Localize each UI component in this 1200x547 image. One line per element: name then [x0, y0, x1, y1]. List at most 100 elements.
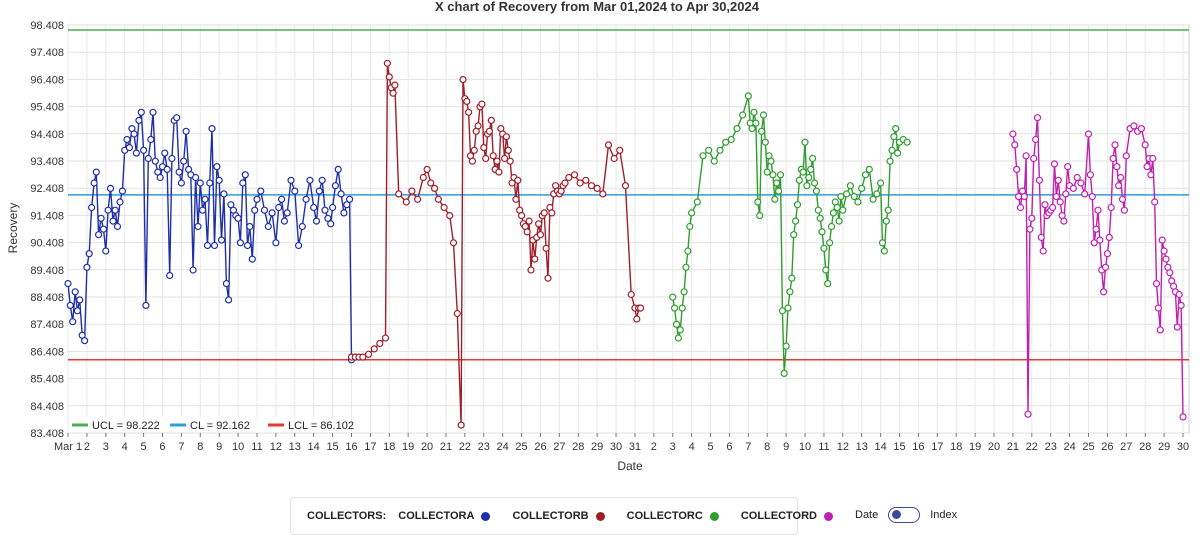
data-point[interactable] — [234, 214, 242, 222]
data-point[interactable] — [175, 168, 183, 176]
data-point[interactable] — [217, 236, 226, 244]
data-point[interactable] — [672, 320, 681, 328]
data-point[interactable] — [111, 206, 119, 214]
data-point[interactable] — [835, 217, 843, 225]
data-point[interactable] — [287, 176, 295, 184]
data-point[interactable] — [116, 198, 124, 206]
data-point[interactable] — [544, 274, 552, 282]
data-point[interactable] — [534, 220, 543, 228]
data-point[interactable] — [318, 176, 326, 184]
data-point[interactable] — [151, 157, 159, 165]
data-point[interactable] — [858, 184, 866, 192]
data-point[interactable] — [1122, 152, 1130, 160]
data-point[interactable] — [822, 266, 830, 274]
data-point[interactable] — [1179, 413, 1187, 421]
data-point[interactable] — [604, 141, 613, 149]
data-point[interactable] — [1030, 154, 1038, 163]
data-point[interactable] — [346, 195, 354, 203]
data-point[interactable] — [321, 206, 329, 214]
data-point[interactable] — [786, 288, 794, 296]
data-point[interactable] — [457, 421, 465, 429]
data-point[interactable] — [315, 187, 323, 195]
data-point[interactable] — [773, 179, 781, 187]
legend-item-collectord[interactable]: COLLECTORD — [741, 510, 833, 522]
data-point[interactable] — [670, 304, 679, 312]
data-point[interactable] — [166, 271, 174, 280]
data-point[interactable] — [861, 171, 870, 179]
data-point[interactable] — [517, 212, 526, 220]
data-point[interactable] — [370, 345, 378, 353]
data-point[interactable] — [80, 337, 89, 345]
data-point[interactable] — [1041, 201, 1049, 209]
data-point[interactable] — [1094, 206, 1102, 214]
data-point[interactable] — [754, 198, 762, 206]
data-point[interactable] — [1013, 165, 1021, 173]
data-point[interactable] — [570, 171, 579, 179]
data-point[interactable] — [280, 217, 288, 225]
data-point[interactable] — [192, 173, 200, 182]
data-point[interactable] — [364, 350, 373, 358]
data-point[interactable] — [431, 184, 439, 192]
data-point[interactable] — [816, 214, 824, 222]
data-point[interactable] — [582, 176, 590, 184]
data-point[interactable] — [846, 182, 855, 190]
data-point[interactable] — [1177, 301, 1185, 309]
data-point[interactable] — [97, 214, 105, 222]
data-point[interactable] — [1028, 214, 1036, 222]
data-point[interactable] — [1073, 173, 1081, 182]
data-point[interactable] — [87, 203, 96, 212]
data-point[interactable] — [161, 149, 169, 157]
data-point[interactable] — [1064, 163, 1072, 171]
data-point[interactable] — [805, 173, 813, 182]
data-point[interactable] — [278, 195, 286, 203]
data-point[interactable] — [795, 176, 804, 184]
data-point[interactable] — [756, 212, 764, 220]
data-point[interactable] — [260, 206, 269, 214]
data-point[interactable] — [135, 116, 143, 125]
data-point[interactable] — [788, 274, 796, 282]
data-point[interactable] — [71, 288, 79, 296]
data-point[interactable] — [73, 307, 82, 315]
data-point[interactable] — [865, 165, 873, 173]
data-point[interactable] — [1147, 171, 1155, 179]
data-point[interactable] — [343, 201, 351, 209]
data-point[interactable] — [478, 100, 486, 108]
data-point[interactable] — [331, 182, 339, 190]
data-point[interactable] — [501, 154, 509, 163]
data-point[interactable] — [395, 190, 403, 198]
data-point[interactable] — [1020, 193, 1028, 201]
data-point[interactable] — [434, 195, 442, 203]
data-point[interactable] — [886, 157, 894, 165]
data-point[interactable] — [1024, 410, 1032, 418]
data-point[interactable] — [1048, 203, 1057, 212]
data-point[interactable] — [1069, 184, 1078, 192]
data-point[interactable] — [748, 125, 756, 133]
data-point[interactable] — [527, 266, 535, 274]
data-point[interactable] — [676, 326, 684, 334]
data-point[interactable] — [241, 171, 249, 179]
data-point[interactable] — [687, 209, 696, 217]
data-point[interactable] — [1081, 190, 1089, 198]
data-point[interactable] — [385, 73, 393, 81]
data-point[interactable] — [1060, 217, 1068, 225]
data-point[interactable] — [132, 149, 140, 157]
data-point[interactable] — [599, 190, 607, 198]
data-point[interactable] — [236, 239, 244, 247]
data-point[interactable] — [710, 157, 718, 165]
data-point[interactable] — [1158, 236, 1166, 244]
data-point[interactable] — [1120, 206, 1129, 214]
data-point[interactable] — [66, 301, 74, 309]
data-point[interactable] — [790, 231, 798, 239]
data-point[interactable] — [1107, 203, 1115, 212]
data-point[interactable] — [147, 135, 155, 144]
data-point[interactable] — [1152, 280, 1161, 288]
data-point[interactable] — [1116, 173, 1125, 182]
data-point[interactable] — [1111, 141, 1119, 149]
data-point[interactable] — [824, 280, 832, 288]
data-point[interactable] — [1011, 141, 1019, 149]
data-point[interactable] — [903, 138, 911, 146]
data-point[interactable] — [1062, 190, 1070, 198]
data-point[interactable] — [876, 179, 885, 187]
data-point[interactable] — [113, 222, 122, 231]
data-point[interactable] — [359, 353, 367, 361]
